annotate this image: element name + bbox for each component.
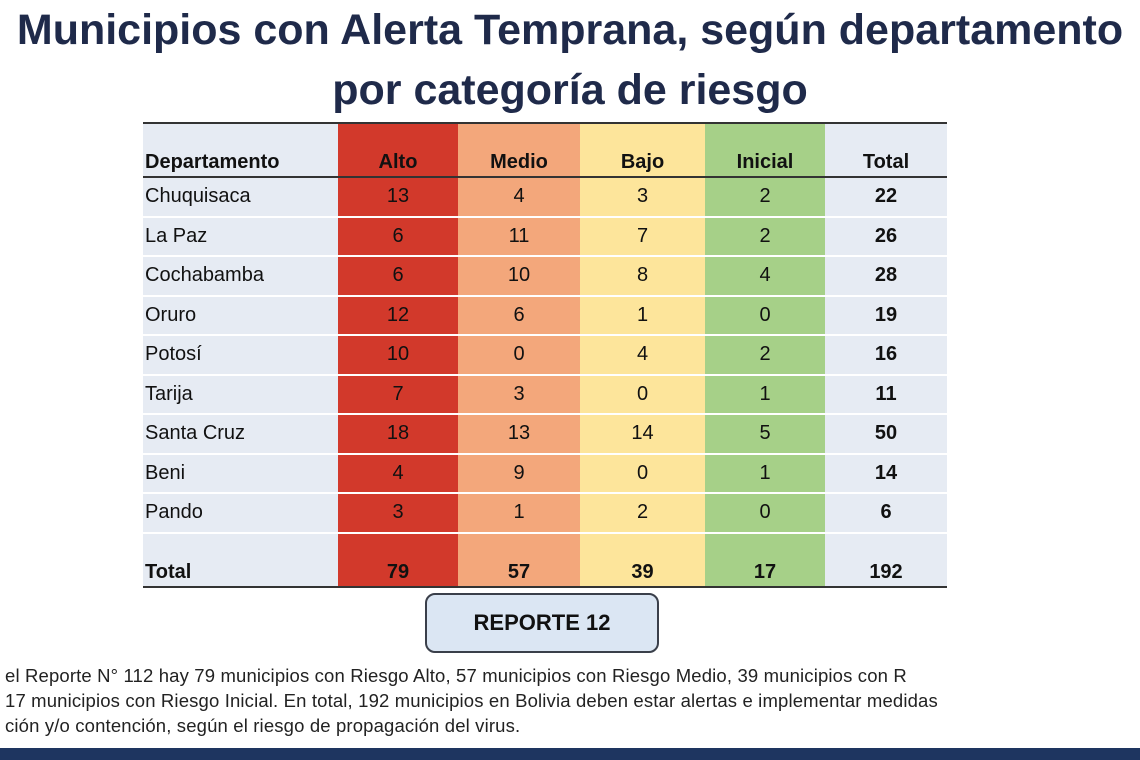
- table-cell: 22: [825, 178, 947, 216]
- table-cell: 5: [705, 415, 825, 453]
- table-cell: 19: [825, 296, 947, 334]
- table-cell: 79: [338, 543, 458, 586]
- table-cell: 11: [825, 375, 947, 413]
- table-top-rule: [143, 122, 947, 124]
- table-cell: 4: [458, 178, 580, 216]
- table-cell: Beni: [143, 454, 338, 492]
- table-cell: 6: [338, 217, 458, 255]
- table-row: Santa Cruz 18 13 14 5 50: [143, 415, 947, 455]
- table-row: La Paz 6 11 7 2 26: [143, 217, 947, 257]
- table-cell: 7: [338, 375, 458, 413]
- table-cell: 10: [458, 257, 580, 295]
- table-cell: 26: [825, 217, 947, 255]
- table-cell: Cochabamba: [143, 257, 338, 295]
- table-cell: 16: [825, 336, 947, 374]
- table-cell: 10: [338, 336, 458, 374]
- table-cell: Chuquisaca: [143, 178, 338, 216]
- table-cell: 1: [458, 494, 580, 532]
- table-cell: 14: [580, 415, 705, 453]
- paragraph-line: ción y/o contención, según el riesgo de …: [5, 715, 521, 736]
- table-cell: 14: [825, 454, 947, 492]
- table-cell: 2: [580, 494, 705, 532]
- table-cell: 50: [825, 415, 947, 453]
- spacer-cell: [580, 533, 705, 544]
- table-cell: 0: [458, 336, 580, 374]
- table-cell: 1: [580, 296, 705, 334]
- table-row: Tarija 7 3 0 1 11: [143, 375, 947, 415]
- table-cell: 18: [338, 415, 458, 453]
- table-cell: 0: [705, 296, 825, 334]
- table-cell: 13: [458, 415, 580, 453]
- paragraph-line: el Reporte N° 112 hay 79 municipios con …: [5, 665, 907, 686]
- title-line-1: Municipios con Alerta Temprana, según de…: [16, 6, 1124, 54]
- column-header: Departamento: [143, 122, 338, 176]
- table-cell: 28: [825, 257, 947, 295]
- column-header: Inicial: [705, 122, 825, 176]
- table-cell: 12: [338, 296, 458, 334]
- table-cell: 7: [580, 217, 705, 255]
- table-cell: 0: [705, 494, 825, 532]
- table-row: Chuquisaca 13 4 3 2 22: [143, 178, 947, 218]
- spacer-cell: [143, 533, 338, 544]
- table-row: Potosí 10 0 4 2 16: [143, 336, 947, 376]
- summary-paragraph: el Reporte N° 112 hay 79 municipios con …: [5, 663, 938, 738]
- table-cell: 1: [705, 375, 825, 413]
- table-cell: 2: [705, 336, 825, 374]
- spacer-row: [143, 533, 947, 544]
- table-cell: Pando: [143, 494, 338, 532]
- table-cell: 4: [338, 454, 458, 492]
- table-cell: Total: [143, 543, 338, 586]
- total-row: Total 79 57 39 17 192: [143, 543, 947, 588]
- table-cell: 4: [705, 257, 825, 295]
- table-cell: 2: [705, 217, 825, 255]
- table-cell: 6: [458, 296, 580, 334]
- table-cell: 6: [338, 257, 458, 295]
- table-row: Pando 3 1 2 0 6: [143, 494, 947, 534]
- report-label: REPORTE 12: [473, 610, 611, 635]
- table-cell: Potosí: [143, 336, 338, 374]
- table-cell: 57: [458, 543, 580, 586]
- table-cell: 9: [458, 454, 580, 492]
- table-cell: 192: [825, 543, 947, 586]
- table-cell: 3: [580, 178, 705, 216]
- table-cell: 6: [825, 494, 947, 532]
- table-row: Cochabamba 6 10 8 4 28: [143, 257, 947, 297]
- paragraph-line: 17 municipios con Riesgo Inicial. En tot…: [5, 690, 938, 711]
- table-cell: 13: [338, 178, 458, 216]
- table-cell: 3: [338, 494, 458, 532]
- footer-bar: [0, 748, 1140, 760]
- table-cell: 0: [580, 375, 705, 413]
- table-cell: Oruro: [143, 296, 338, 334]
- table-cell: 0: [580, 454, 705, 492]
- table-row: Beni 4 9 0 1 14: [143, 454, 947, 494]
- table-row: Oruro 12 6 1 0 19: [143, 296, 947, 336]
- table-cell: 4: [580, 336, 705, 374]
- table-cell: 1: [705, 454, 825, 492]
- title-line-2: por categoría de riesgo: [332, 66, 808, 114]
- table-cell: 39: [580, 543, 705, 586]
- report-badge: REPORTE 12: [425, 593, 659, 653]
- table-cell: 3: [458, 375, 580, 413]
- spacer-cell: [458, 533, 580, 544]
- column-header: Total: [825, 122, 947, 176]
- column-header: Bajo: [580, 122, 705, 176]
- spacer-cell: [338, 533, 458, 544]
- spacer-cell: [705, 533, 825, 544]
- table-cell: Tarija: [143, 375, 338, 413]
- table-cell: La Paz: [143, 217, 338, 255]
- column-header: Alto: [338, 122, 458, 176]
- table-cell: 11: [458, 217, 580, 255]
- spacer-cell: [825, 533, 947, 544]
- column-header: Medio: [458, 122, 580, 176]
- table-cell: Santa Cruz: [143, 415, 338, 453]
- header-row: Departamento Alto Medio Bajo Inicial Total: [143, 122, 947, 178]
- risk-table: Departamento Alto Medio Bajo Inicial Total Chu…: [143, 122, 947, 588]
- table-cell: 17: [705, 543, 825, 586]
- table-cell: 2: [705, 178, 825, 216]
- table-cell: 8: [580, 257, 705, 295]
